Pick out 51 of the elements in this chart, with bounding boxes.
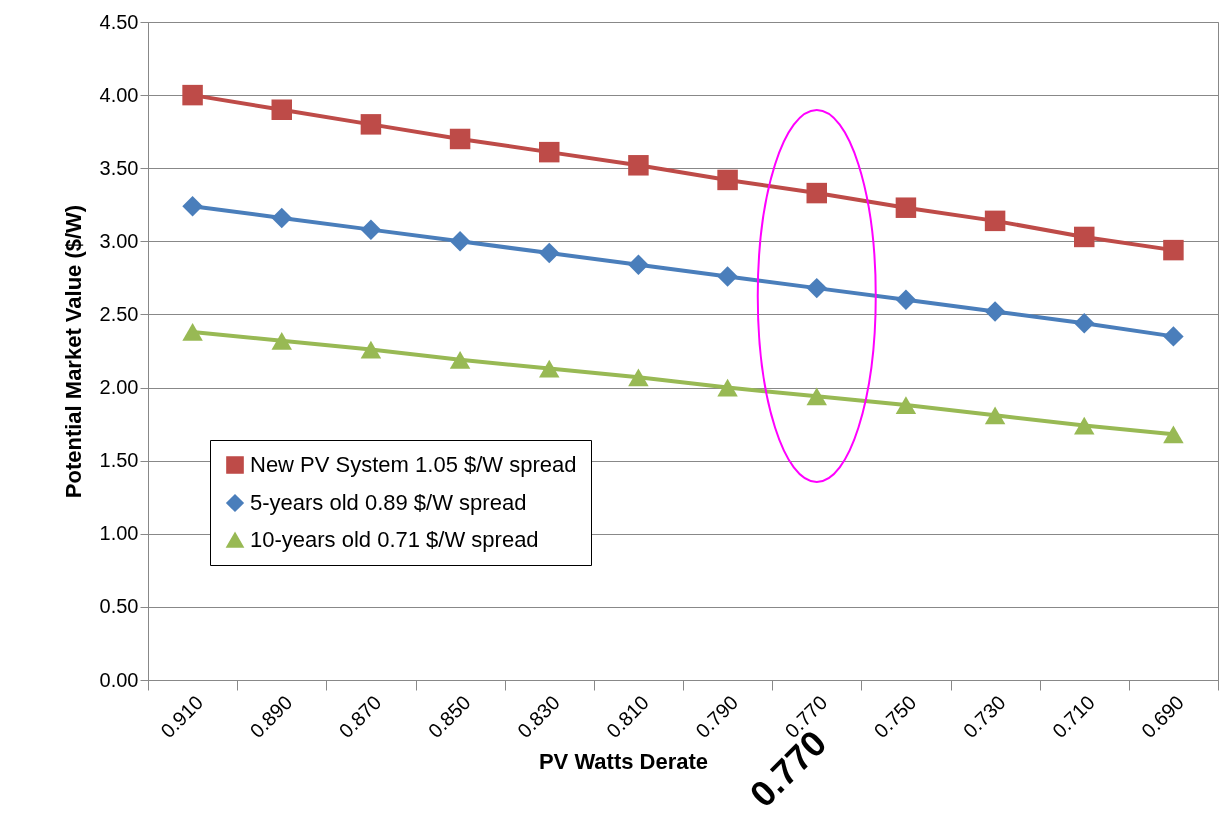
point: [806, 182, 827, 204]
point: [717, 266, 738, 287]
point: [984, 406, 1006, 425]
point: [628, 368, 649, 387]
point: [628, 155, 649, 176]
point: [449, 231, 471, 252]
point: [1074, 226, 1095, 248]
point: [449, 350, 471, 369]
point: [182, 84, 203, 106]
point: [984, 301, 1006, 322]
point: [806, 387, 827, 406]
point: [806, 277, 827, 299]
point: [717, 378, 738, 397]
y-tick-label: 4.00: [99, 83, 139, 106]
point: [895, 197, 917, 218]
legend-label: 10-years old 0.71 $/W spread: [250, 527, 539, 552]
point: [1163, 425, 1184, 444]
point: [271, 99, 292, 120]
point: [360, 340, 382, 359]
point: [628, 254, 649, 275]
legend-label: New PV System 1.05 $/W spread: [250, 452, 577, 477]
point: [539, 359, 560, 378]
point: [182, 195, 203, 217]
y-tick-label: 0.00: [99, 668, 139, 691]
point: [539, 242, 560, 264]
y-tick-label: 2.00: [99, 376, 139, 399]
y-tick-label: 1.00: [99, 522, 139, 545]
point: [1074, 312, 1095, 334]
legend-label: 5-years old 0.89 $/W spread: [250, 490, 527, 515]
y-tick-label: 4.50: [99, 10, 139, 33]
point: [984, 210, 1006, 232]
point: [360, 114, 382, 135]
point: [895, 396, 917, 414]
point: [360, 219, 382, 240]
y-tick-label: 3.00: [99, 229, 139, 252]
point: [182, 323, 203, 341]
point: [895, 289, 917, 311]
point: [717, 169, 738, 191]
point: [1163, 326, 1184, 347]
point: [1074, 416, 1095, 435]
point: [271, 331, 292, 350]
y-tick-label: 2.50: [99, 302, 139, 325]
point: [271, 207, 292, 229]
point: [539, 141, 560, 163]
y-tick-label: 3.50: [99, 156, 139, 179]
point: [449, 128, 471, 150]
point: [1163, 239, 1184, 261]
y-axis-title: Potential Market Value ($/W): [60, 204, 86, 499]
y-tick-label: 0.50: [99, 595, 139, 618]
y-tick-label: 1.50: [99, 449, 139, 472]
x-axis-title: PV Watts Derate: [538, 749, 709, 775]
